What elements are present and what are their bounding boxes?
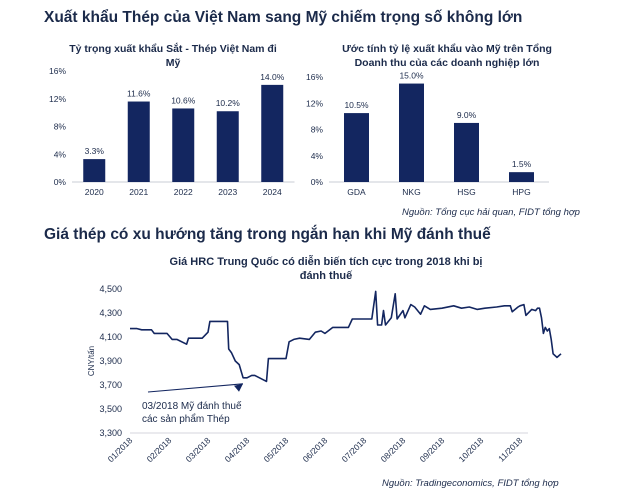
annotation-text: các sản phẩm Thép [142,413,230,425]
data-label: 10.6% [171,95,196,105]
bar-HSG [454,122,479,182]
x-tick-label: 11/2018 [496,435,525,464]
chart-title-line: Doanh thu của các doanh nghiệp lớn [355,57,540,69]
y-tick-label: 4% [54,149,67,159]
line-chart-hrc-price: Giá HRC Trung Quốc có diễn biến tích cực… [87,255,562,464]
y-tick-label: 3,900 [99,356,122,366]
annotation-text: 03/2018 Mỹ đánh thuế [142,400,242,412]
bar-NKG [399,83,424,182]
data-label: 9.0% [457,110,477,120]
x-tick-label: NKG [402,187,420,197]
x-tick-label: 07/2018 [340,435,369,464]
data-label: 15.0% [399,71,424,81]
x-tick-label: 2020 [85,187,104,197]
annotation-arrow [147,383,244,393]
x-tick-label: 2024 [263,187,282,197]
y-tick-label: 3,500 [99,404,122,414]
x-tick-label: GDA [347,187,366,197]
series-line-hrc [130,290,562,383]
data-label: 1.5% [512,159,532,169]
bar-2021 [127,101,150,182]
source-note-top: Nguồn: Tổng cục hải quan, FIDT tổng hợp [402,207,580,218]
x-tick-label: HPG [512,187,530,197]
y-tick-label: 4% [311,151,324,161]
source-note-bottom: Nguồn: Tradingeconomics, FIDT tổng hợp [382,478,559,489]
top-heading: Xuất khẩu Thép của Việt Nam sang Mỹ chiế… [44,9,523,26]
bar-chart-export-share: Tỷ trọng xuất khẩu Sắt - Thép Việt Nam đ… [49,42,295,197]
chart-title-line: Tỷ trọng xuất khẩu Sắt - Thép Việt Nam đ… [69,42,277,55]
x-tick-label: HSG [457,187,475,197]
bar-2022 [172,108,195,182]
y-tick-label: 0% [311,177,324,187]
x-tick-label: 03/2018 [184,435,213,464]
y-tick-label: 12% [49,94,66,104]
y-tick-label: 4,500 [99,284,122,294]
bar-chart-company-export-ratio: Ước tính tỷ lệ xuất khẩu vào Mỹ trên Tổn… [306,43,552,197]
chart-title-line: Giá HRC Trung Quốc có diễn biến tích cực… [170,255,483,268]
y-tick-label: 8% [311,125,324,135]
y-tick-label: 16% [49,66,66,76]
x-tick-label: 10/2018 [457,435,486,464]
y-tick-label: 3,700 [99,380,122,390]
y-axis-label: CNY/tấn [87,346,96,376]
annotation-arrowhead [234,383,243,392]
chart-title-line: đánh thuế [300,270,353,282]
x-tick-label: 02/2018 [145,435,174,464]
y-tick-label: 3,300 [99,428,122,438]
bar-GDA [344,113,369,182]
data-label: 10.2% [216,98,241,108]
x-tick-label: 2021 [129,187,148,197]
x-tick-label: 01/2018 [106,435,135,464]
bar-HPG [509,172,534,182]
x-tick-label: 2023 [218,187,237,197]
y-tick-label: 8% [54,122,67,132]
bar-2020 [83,159,106,182]
x-tick-label: 05/2018 [262,435,291,464]
data-label: 10.5% [344,100,369,110]
y-tick-label: 4,300 [99,308,122,318]
y-tick-label: 0% [54,177,67,187]
x-tick-label: 2022 [174,187,193,197]
y-tick-label: 4,100 [99,332,122,342]
data-label: 11.6% [127,89,151,99]
bar-2023 [216,111,239,182]
bar-2024 [261,84,284,182]
chart-title-line: Ước tính tỷ lệ xuất khẩu vào Mỹ trên Tổn… [342,43,552,55]
data-label: 14.0% [260,72,285,82]
middle-heading: Giá thép có xu hướng tăng trong ngắn hạn… [44,226,491,243]
x-tick-label: 04/2018 [223,435,252,464]
chart-title-line: Mỹ [166,57,181,69]
y-tick-label: 16% [306,72,323,82]
x-tick-label: 08/2018 [379,435,408,464]
x-tick-label: 06/2018 [301,435,330,464]
x-tick-label: 09/2018 [418,435,447,464]
data-label: 3.3% [85,146,105,156]
y-tick-label: 12% [306,98,323,108]
